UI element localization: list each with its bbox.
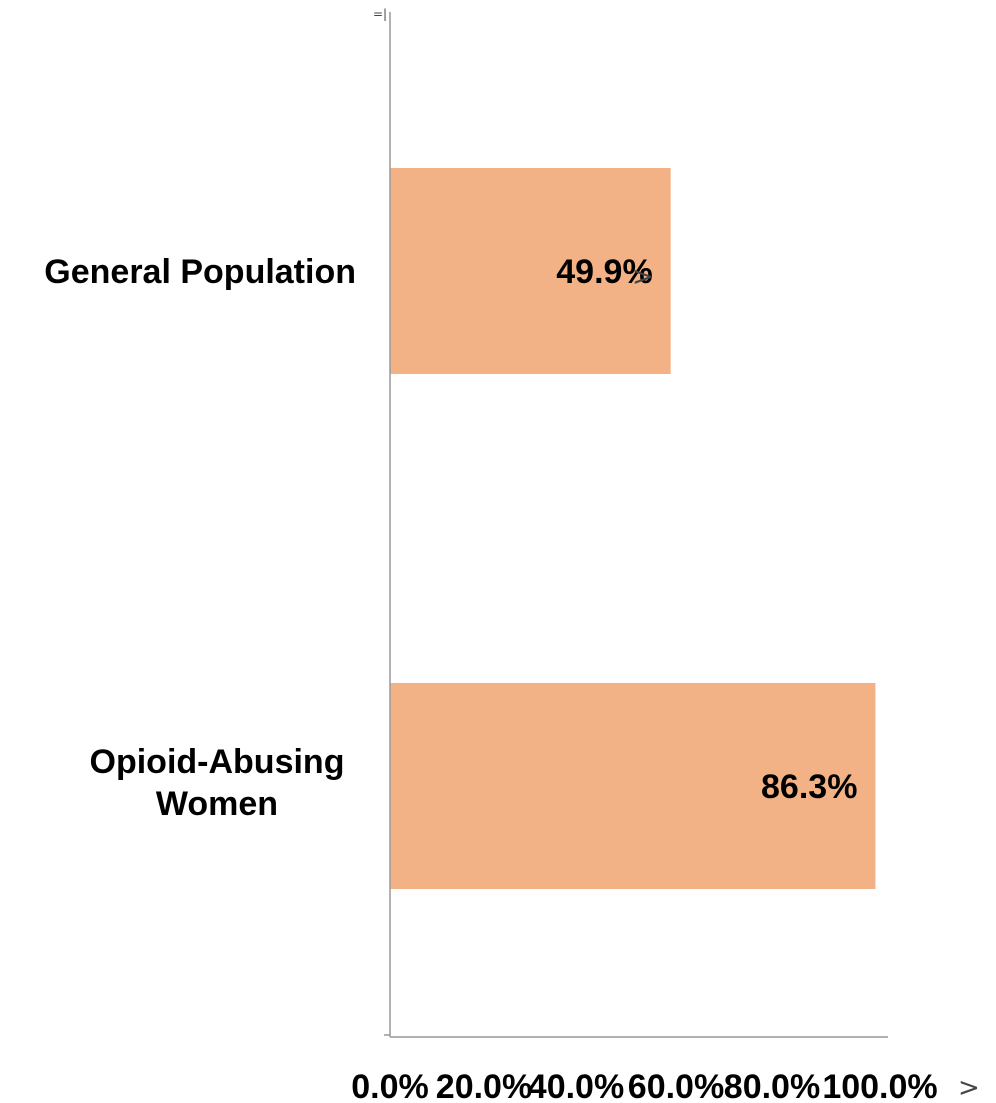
x-tick-labels: 0.0% 20.0%40.0% 60.0% 80.0% 100.0% [351, 1068, 937, 1103]
x-tick-label: 0.0% [351, 1068, 429, 1103]
x-tick-label: 100.0% [822, 1068, 937, 1103]
handle-icon: =| [373, 7, 387, 21]
chevron-right-icon: > [632, 262, 654, 292]
bars [390, 168, 876, 889]
axes [384, 12, 888, 1038]
x-tick-label: 80.0% [724, 1068, 820, 1103]
x-tick-label: 40.0% [528, 1068, 624, 1103]
category-labels: General Population Opioid-Abusing Women [44, 253, 356, 823]
x-tick-label: 60.0% [628, 1068, 724, 1103]
decorations: > > =| [373, 7, 980, 1103]
category-label: Opioid-Abusing Women [90, 743, 345, 823]
bar [390, 683, 876, 889]
data-label: 86.3% [761, 768, 857, 806]
bar [390, 168, 671, 374]
data-label: 49.9% [556, 253, 652, 291]
x-tick-label: 20.0% [436, 1068, 532, 1103]
category-label: General Population [44, 253, 356, 291]
chevron-right-icon: > [958, 1073, 980, 1103]
data-labels: 49.9% 86.3% [556, 253, 857, 806]
